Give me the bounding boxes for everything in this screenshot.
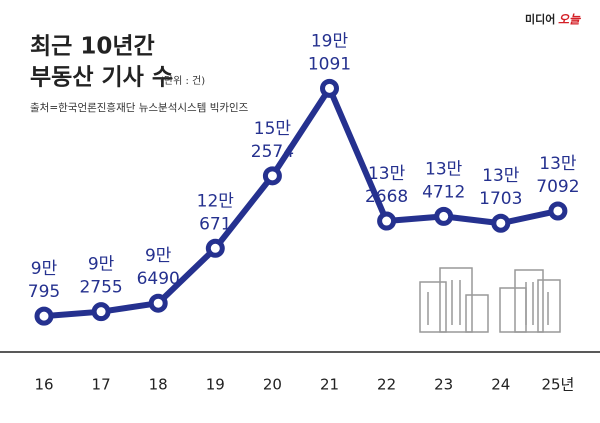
value-label: 9만 (145, 246, 172, 266)
chart-title: 최근 10년간 (30, 34, 155, 60)
value-label: 795 (28, 282, 60, 302)
x-tick-label: 20 (263, 376, 282, 394)
value-label: 13만 (425, 159, 463, 179)
value-label: 1091 (308, 54, 351, 74)
point (148, 293, 168, 313)
point (320, 78, 339, 98)
value-label: 4712 (422, 182, 465, 202)
value-label: 1703 (479, 189, 522, 209)
value-label: 13만 (482, 166, 520, 186)
value-label: 671 (199, 214, 231, 234)
value-label: 2668 (365, 187, 408, 207)
x-tick-label: 19 (206, 376, 225, 394)
x-tick-label: 24 (491, 376, 510, 394)
value-label: 7092 (536, 177, 579, 197)
value-label: 9만 (88, 255, 115, 275)
value-label: 9만 (31, 259, 58, 279)
logo: 오늘 (558, 13, 582, 27)
chart-title: 부동산 기사 수 (30, 65, 173, 91)
value-label: 15만 (254, 119, 292, 139)
x-tick-label: 17 (92, 376, 111, 394)
point (91, 302, 111, 322)
point (548, 201, 568, 221)
point (34, 306, 54, 326)
x-tick-label: 23 (434, 376, 453, 394)
x-tick-label: 25년 (541, 376, 574, 394)
point (491, 213, 511, 233)
value-label: 12만 (197, 191, 235, 211)
value-label: 19만 (311, 31, 349, 51)
point (434, 206, 454, 226)
value-label: 13만 (539, 154, 577, 174)
buildings-icon (419, 267, 561, 333)
value-label: 6490 (137, 269, 180, 289)
unit: (단위 : 건) (160, 74, 205, 87)
point (205, 238, 225, 258)
x-tick-label: 18 (149, 376, 168, 394)
point (377, 211, 397, 231)
x-tick-label: 22 (377, 376, 396, 394)
value-label: 13만 (368, 164, 406, 184)
line (43, 85, 559, 320)
source: 출처=한국언론진흥재단 뉴스분석시스템 빅카인즈 (30, 101, 249, 114)
x-tick-label: 16 (34, 376, 53, 394)
value-label: 2755 (79, 278, 122, 298)
x-tick-label: 21 (320, 376, 339, 394)
point (262, 166, 282, 186)
logo: 미디어 (525, 12, 555, 26)
value-label: 2574 (251, 142, 294, 162)
